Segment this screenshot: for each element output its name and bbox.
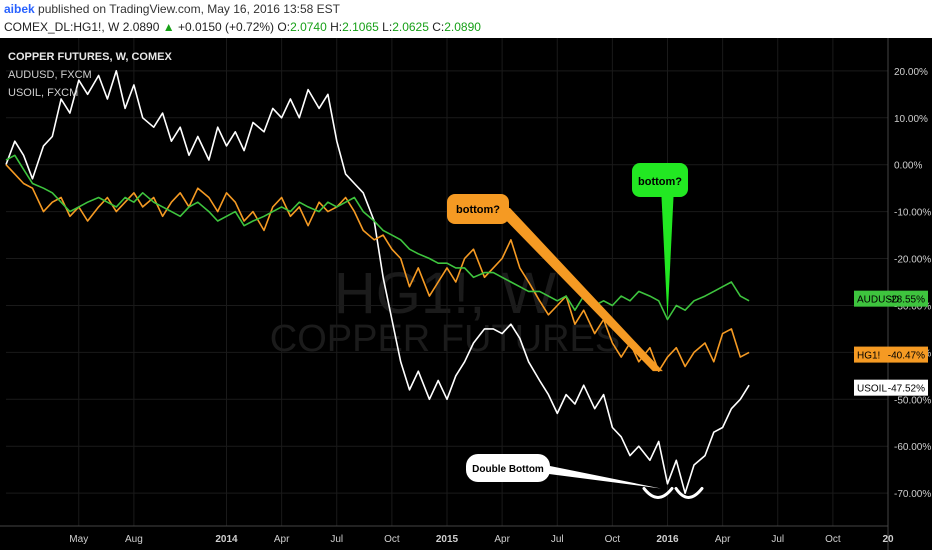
author-link[interactable]: aibek [4, 2, 35, 16]
legend: COPPER FUTURES, W, COMEX AUDUSD, FXCM USOI… [8, 51, 172, 99]
price-tag-value-1: -40.47% [888, 351, 925, 362]
legend-item-copper: COPPER FUTURES, W, COMEX [8, 51, 172, 63]
grid [6, 38, 889, 526]
double-bottom-cup-right [674, 486, 704, 499]
axes: 20.00% 10.00% 0.00% -10.00% -20.00% -30.00% -4… [0, 38, 931, 550]
high-label: H: [330, 20, 343, 34]
x-tick-label-7: Apr [494, 534, 510, 545]
x-tick-label-13: Oct [825, 534, 841, 545]
series-line-usoil [5, 69, 750, 495]
x-tick-label-3: Apr [274, 534, 290, 545]
x-tick-label-14: 20 [882, 534, 894, 545]
chart-area[interactable]: HG1!, W COPPER FUTURES bottom? bottom? Doub… [0, 38, 932, 550]
watermark-name: COPPER FUTURES [270, 318, 620, 360]
y-tick-label-3: -10.00% [894, 208, 931, 219]
y-tick-label-8: -60.00% [894, 442, 931, 453]
x-tick-label-12: Jul [771, 534, 784, 545]
series-lines [5, 69, 750, 495]
price-tag-label-0: AUDUSD [857, 295, 899, 306]
price-tag-1 [854, 346, 928, 363]
price-tag-label-2: USOIL [857, 384, 887, 395]
open-value: 2.0740 [290, 20, 327, 34]
publish-info: aibek published on TradingView.com, May … [4, 2, 340, 16]
low-label: L: [382, 20, 393, 34]
callout-green-box [632, 163, 688, 197]
callout-green-pointer [661, 197, 674, 320]
x-tick-label-5: Oct [384, 534, 400, 545]
high-value: 2.1065 [342, 20, 379, 34]
annotations: bottom? bottom? Double Bottom [447, 163, 704, 499]
callout-orange-box [447, 194, 509, 224]
callout-orange-text: bottom? [456, 204, 500, 216]
legend-item-usoil: USOIL, FXCM [8, 87, 78, 99]
symbol-name: COMEX_DL:HG1!, W [4, 20, 120, 34]
x-tick-label-6: 2015 [436, 534, 459, 545]
y-tick-label-4: -20.00% [894, 255, 931, 266]
x-tick-label-9: Oct [605, 534, 621, 545]
price-tag-value-2: -47.52% [888, 384, 925, 395]
price-change: +0.0150 (+0.72%) [177, 20, 275, 34]
y-tick-label-7: -50.00% [894, 395, 931, 406]
price-tag-label-1: HG1! [857, 351, 880, 362]
up-arrow-icon: ▲ [162, 20, 175, 34]
y-tick-label-0: 20.00% [894, 67, 928, 78]
callout-orange-pointer [494, 208, 663, 372]
legend-item-audusd: AUDUSD, FXCM [8, 69, 92, 81]
y-tick-label-1: 10.00% [894, 114, 928, 125]
x-tick-label-10: 2016 [656, 534, 679, 545]
callout-double-text: Double Bottom [472, 464, 544, 475]
close-value: 2.0890 [444, 20, 481, 34]
publish-date: published on TradingView.com, May 16, 20… [38, 2, 340, 16]
last-price: 2.0890 [122, 20, 160, 34]
x-tick-label-8: Jul [551, 534, 564, 545]
callout-double-box [466, 454, 550, 482]
close-label: C: [432, 20, 445, 34]
x-tick-label-0: May [69, 534, 88, 545]
x-tick-label-11: Apr [715, 534, 731, 545]
callout-double-pointer [545, 465, 661, 489]
open-label: O: [277, 20, 291, 34]
y-tick-label-9: -70.00% [894, 489, 931, 500]
x-tick-label-1: Aug [125, 534, 143, 545]
low-value: 2.0625 [392, 20, 429, 34]
double-bottom-cup-left [642, 486, 674, 499]
series-line-audusd [5, 154, 750, 321]
price-tag-0 [854, 290, 928, 307]
price-tag-2 [854, 379, 928, 396]
symbol-info: COMEX_DL:HG1!, W 2.0890 ▲ +0.0150 (+0.72… [4, 20, 481, 34]
x-tick-label-4: Jul [330, 534, 343, 545]
publish-header: aibek published on TradingView.com, May … [0, 0, 932, 38]
y-tick-label-2: 0.00% [894, 161, 922, 172]
series-line-hg1- [5, 164, 750, 373]
price-tag-value-0: -28.55% [888, 295, 925, 306]
x-tick-label-2: 2014 [215, 534, 238, 545]
y-tick-label-5: -30.00% [894, 301, 931, 312]
callout-green-text: bottom? [638, 176, 682, 188]
